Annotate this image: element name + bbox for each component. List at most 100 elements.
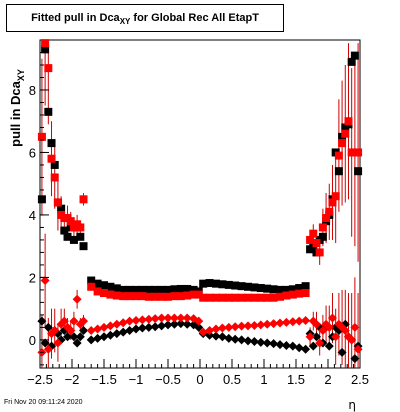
data-point-square bbox=[170, 285, 179, 294]
data-point-square bbox=[189, 285, 198, 294]
data-point-square bbox=[309, 229, 318, 238]
data-point-diamond bbox=[288, 341, 298, 351]
data-point-diamond bbox=[99, 322, 109, 332]
data-point-diamond bbox=[243, 321, 253, 331]
data-point-diamond bbox=[63, 332, 73, 342]
y-tick-label: 6 bbox=[29, 145, 36, 160]
data-point-square bbox=[194, 290, 203, 299]
data-point-diamond bbox=[305, 332, 315, 342]
data-point-diamond bbox=[331, 332, 341, 342]
chart-title: Fitted pull in DcaXY for Global Rec All … bbox=[31, 12, 259, 27]
data-point-square bbox=[47, 154, 56, 163]
data-point-square bbox=[282, 291, 291, 300]
data-point-square bbox=[306, 235, 315, 244]
data-point-diamond bbox=[217, 323, 227, 333]
data-point-diamond bbox=[249, 336, 259, 346]
data-point-square bbox=[60, 226, 69, 235]
data-markers bbox=[37, 39, 363, 364]
data-point-square bbox=[199, 293, 208, 302]
data-point-square bbox=[237, 282, 246, 291]
data-point-square bbox=[315, 248, 324, 257]
data-point-square bbox=[53, 198, 62, 207]
data-point-square bbox=[37, 132, 46, 141]
data-point-square bbox=[144, 285, 153, 294]
data-point-square bbox=[218, 280, 227, 289]
data-point-square bbox=[263, 293, 272, 302]
data-point-square bbox=[66, 217, 75, 226]
data-point-diamond bbox=[176, 313, 186, 323]
data-point-diamond bbox=[131, 324, 141, 334]
data-point-square bbox=[112, 291, 121, 300]
data-point-diamond bbox=[301, 316, 311, 326]
data-point-square bbox=[76, 223, 85, 232]
data-point-diamond bbox=[40, 276, 50, 286]
data-point-diamond bbox=[194, 316, 204, 326]
data-point-diamond bbox=[262, 319, 272, 329]
data-point-diamond bbox=[211, 324, 221, 334]
data-point-square bbox=[328, 198, 337, 207]
data-point-square bbox=[301, 289, 310, 298]
data-point-square bbox=[76, 232, 85, 241]
data-point-square bbox=[87, 282, 96, 291]
data-point-diamond bbox=[237, 335, 247, 345]
y-tick-label: 2 bbox=[29, 270, 36, 285]
y-tick-label: 4 bbox=[29, 208, 36, 223]
data-point-diamond bbox=[281, 341, 291, 351]
data-point-square bbox=[347, 57, 356, 66]
data-point-square bbox=[125, 285, 134, 294]
data-point-square bbox=[212, 279, 220, 288]
data-point-diamond bbox=[294, 343, 304, 353]
data-point-diamond bbox=[150, 314, 160, 324]
data-point-diamond bbox=[249, 321, 259, 331]
data-point-diamond bbox=[157, 313, 167, 323]
data-point-diamond bbox=[37, 316, 47, 326]
data-point-diamond bbox=[105, 321, 115, 331]
data-point-diamond bbox=[79, 316, 89, 326]
data-point-square bbox=[119, 292, 128, 301]
data-point-square bbox=[334, 151, 343, 160]
data-point-square bbox=[151, 285, 160, 294]
data-point-diamond bbox=[230, 334, 240, 344]
timestamp-footer: Fri Nov 20 09:11:24 2020 bbox=[4, 399, 83, 406]
data-point-diamond bbox=[269, 339, 279, 349]
data-point-diamond bbox=[237, 321, 247, 331]
data-point-diamond bbox=[118, 327, 128, 337]
data-point-diamond bbox=[150, 322, 160, 332]
data-point-diamond bbox=[43, 322, 53, 332]
x-axis-title: η bbox=[348, 398, 356, 412]
data-point-square bbox=[244, 293, 252, 302]
data-point-diamond bbox=[211, 331, 221, 341]
data-point-diamond bbox=[131, 316, 141, 326]
data-point-diamond bbox=[269, 319, 279, 329]
data-point-square bbox=[276, 292, 284, 301]
data-point-square bbox=[318, 232, 327, 241]
data-point-square bbox=[44, 107, 53, 116]
data-point-square bbox=[224, 280, 233, 289]
data-point-diamond bbox=[72, 338, 82, 348]
x-tick-label: −1 bbox=[129, 372, 144, 387]
data-point-diamond bbox=[144, 322, 154, 332]
data-point-square bbox=[350, 51, 359, 60]
data-point-square bbox=[334, 167, 343, 176]
y-axis-title-subscript: XY bbox=[16, 69, 26, 81]
data-point-diamond bbox=[157, 321, 167, 331]
data-point-square bbox=[50, 160, 59, 169]
x-tick-label: 2 bbox=[324, 372, 331, 387]
data-point-square bbox=[138, 292, 147, 301]
data-point-square bbox=[57, 204, 66, 213]
data-point-square bbox=[205, 293, 214, 302]
data-point-square bbox=[69, 235, 78, 244]
data-point-square bbox=[176, 292, 185, 301]
data-point-diamond bbox=[205, 326, 215, 336]
data-point-square bbox=[256, 284, 265, 293]
y-axis-title: pull in DcaXY bbox=[8, 69, 26, 147]
data-point-diamond bbox=[337, 347, 347, 357]
data-point-diamond bbox=[118, 318, 128, 328]
data-point-square bbox=[276, 285, 284, 294]
data-point-diamond bbox=[262, 338, 272, 348]
data-point-square bbox=[93, 287, 102, 296]
data-point-diamond bbox=[169, 313, 179, 323]
data-point-square bbox=[93, 279, 102, 288]
data-point-diamond bbox=[169, 319, 179, 329]
